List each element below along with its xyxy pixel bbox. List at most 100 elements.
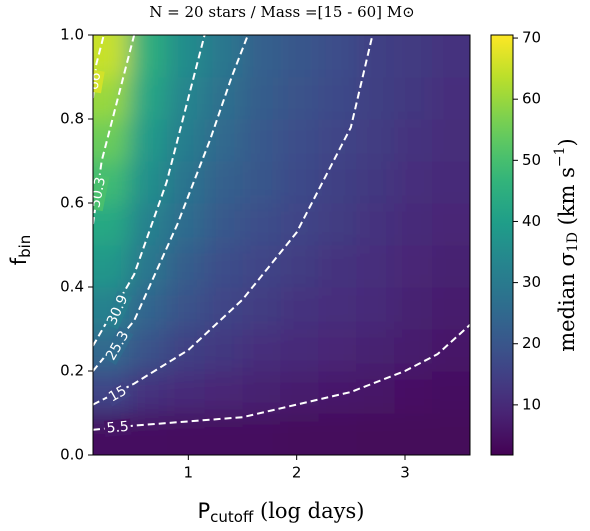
heatmap-cell [318,203,357,246]
heatmap-cell [394,203,433,246]
heatmap-cell [242,329,281,372]
heatmap-cell [166,119,206,162]
cbar-label-sub: 1D [565,232,581,252]
heatmap-cell [432,203,470,246]
heatmap-cell [356,35,395,78]
heatmap-cell [204,413,243,455]
contour-label-gap [93,69,105,94]
y-tick-label: 0.8 [60,110,84,128]
heatmap-cell [356,119,395,162]
contour-label: 15 [106,383,129,406]
heatmap-cell [128,329,168,372]
heatmap-cell [432,161,470,204]
heatmap-cell [242,287,281,330]
cbar-label-close: ) [555,138,579,146]
heatmap-cell [204,161,243,204]
x-label-main: P [198,499,211,523]
heatmap-cell [166,329,206,372]
contour-line [93,35,206,347]
heatmap-cell [242,35,281,78]
colorbar [490,34,514,456]
x-label-unit: (log days) [253,499,364,523]
cbar-label-sup: −1 [552,146,568,167]
cbar-label-main: median σ [555,252,579,352]
cbar-label-unit: (km s [555,167,579,232]
contour-label: 66 [86,71,105,91]
heatmap-cell [242,119,281,162]
contour-label-gap [93,173,110,212]
heatmap-cell [356,77,395,120]
heatmap-cell [128,203,168,246]
heatmap-cell [432,287,470,330]
heatmap-cell [280,413,319,455]
heatmap-cell [204,329,243,372]
contour-line [93,324,470,431]
heatmap-cell [128,161,168,204]
heatmap-cell [394,245,433,288]
heatmap-cell [204,77,243,120]
heatmap-cell [394,413,433,455]
heatmap-cell [280,203,319,246]
heatmap-cell [356,203,395,246]
heatmap-cell [318,35,357,78]
heatmap-cell [394,119,433,162]
heatmap-cell [318,371,357,414]
x-tick-label: 2 [292,464,302,482]
heatmap-cell [356,161,395,204]
heatmap-cell [128,287,168,330]
heatmap-cell [242,161,281,204]
heatmap-cell [280,371,319,414]
colorbar-tick-label: 30 [522,273,541,291]
heatmap-cell [204,203,243,246]
heatmap-cell [166,77,206,120]
y-tick-label: 0.4 [60,278,84,296]
x-tick-label: 1 [184,464,194,482]
heatmap-cell [432,119,470,162]
colorbar-tick-label: 20 [522,334,541,352]
heatmap-cell [394,161,433,204]
contour-label-gap [103,290,133,330]
heatmap-cell [394,77,433,120]
heatmap-cell [432,35,470,78]
contour-line [93,35,374,406]
colorbar-label: median σ1D (km s−1) [552,138,581,352]
y-tick-label: 0.0 [60,446,84,464]
heatmap-cell [166,203,206,246]
heatmap-cell [166,161,206,204]
contour-label: 5.5 [106,419,130,437]
axes: 1 2 3 0.0 0.2 0.4 0.6 0.8 1.0 10 20 30 40 50 60 70 [60,26,541,482]
contour-label-gap [103,418,132,437]
y-tick-label: 0.2 [60,362,84,380]
heatmap-cell [128,77,168,120]
heatmap-cell [93,245,130,288]
chart-title: N = 20 stars / Mass =[15 - 60] M⊙ [149,3,414,21]
colorbar-tick-label: 10 [522,395,541,413]
colorbar-tick-label: 50 [522,151,541,169]
heatmap-cell [280,245,319,288]
heatmap-cell [318,287,357,330]
heatmap-cell [128,119,168,162]
heatmap-cell [280,35,319,78]
plot-frame [92,34,471,456]
heatmap-cell [166,287,206,330]
heatmap-cell [204,35,243,78]
heatmap-cell [432,329,470,372]
heatmap-cell [204,287,243,330]
heatmap-cell [128,35,168,78]
heatmap-cell [318,77,357,120]
heatmap-cell [280,329,319,372]
contour-label-gap [102,326,134,366]
heatmap-cell [166,371,206,414]
heatmap-cell [93,35,130,78]
y-label-main: f [7,257,31,265]
heatmap-cell [280,161,319,204]
heatmap-cells [93,35,470,455]
y-tick-label: 0.6 [60,194,84,212]
heatmap-cell [394,287,433,330]
contour-label-gap [104,381,132,407]
heatmap-cell [242,371,281,414]
x-tick-label: 3 [400,464,410,482]
heatmap-cell [204,371,243,414]
